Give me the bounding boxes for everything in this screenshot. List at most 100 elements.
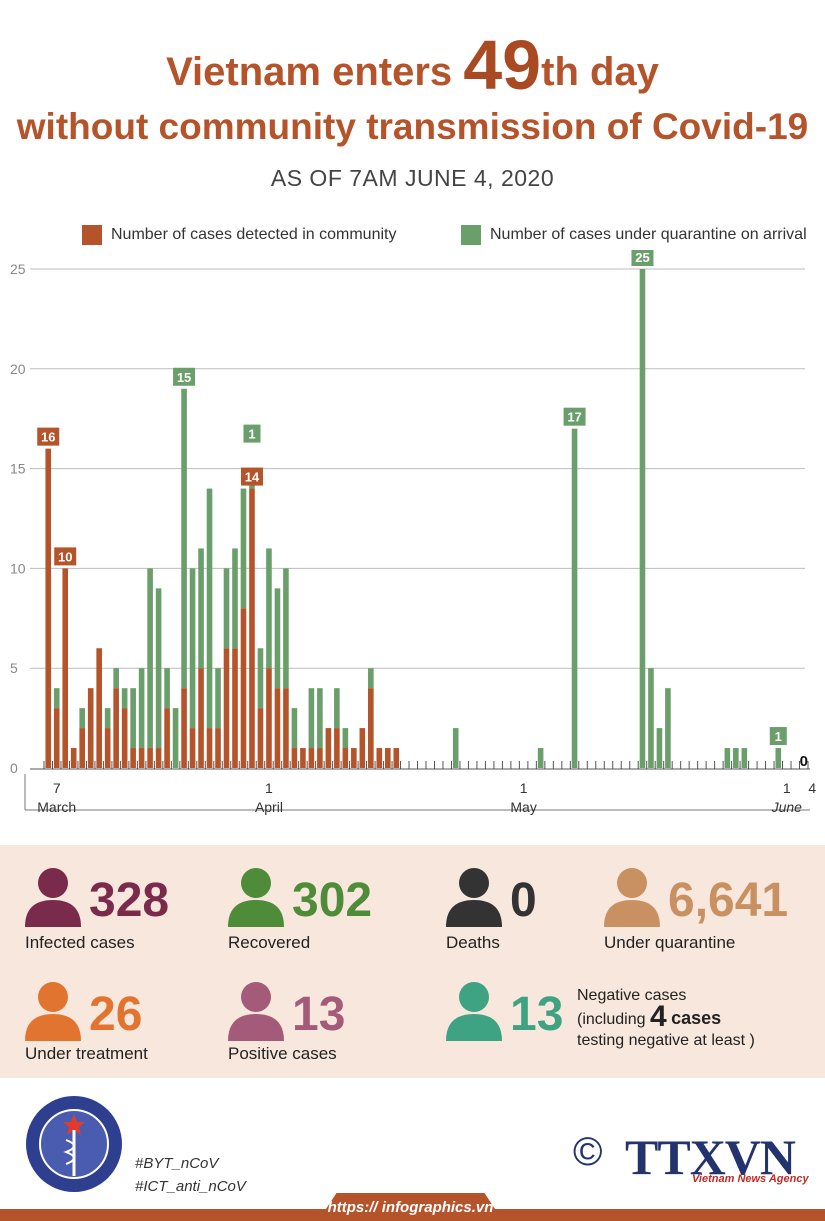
bar-community <box>232 648 238 768</box>
bar-community <box>368 688 374 768</box>
person-icon <box>446 868 502 927</box>
bar-community <box>198 668 204 768</box>
deaths-label: Deaths <box>446 933 500 952</box>
deaths-value: 0 <box>510 874 537 927</box>
x-tick-label: 1 <box>520 780 528 796</box>
bar-community <box>359 728 366 768</box>
person-icon <box>604 868 660 927</box>
person-icon <box>228 982 284 1041</box>
bar-quarantine <box>334 688 340 729</box>
bar-community <box>53 708 60 768</box>
bar-quarantine <box>223 568 230 649</box>
x-tick-label: 1 <box>783 780 791 796</box>
data-label: 10 <box>58 549 72 564</box>
person-icon <box>25 982 81 1041</box>
bar-community <box>266 668 272 768</box>
bar-quarantine <box>308 688 315 749</box>
bar-quarantine <box>571 428 578 768</box>
ministry-of-health-logo <box>26 1096 122 1192</box>
bar-community <box>249 488 255 768</box>
bar-quarantine <box>274 588 281 689</box>
data-label-box <box>631 250 654 266</box>
bar-community <box>164 708 170 768</box>
copyright-icon: © <box>573 1130 603 1174</box>
bar-community <box>189 728 196 768</box>
bar-community <box>385 748 391 768</box>
bar-community <box>87 688 94 768</box>
x-tick-label: 4 <box>808 780 816 796</box>
bar-community <box>291 748 298 768</box>
bar-quarantine <box>452 728 459 768</box>
title-line2: without community transmission of Covid-… <box>16 106 809 147</box>
x-tick-label: 7 <box>53 780 61 796</box>
data-label-box <box>243 424 261 443</box>
footer: #BYT_nCoV #ICT_anti_nCoV © TTXVN Vietnam… <box>0 1078 825 1221</box>
bar-quarantine <box>181 388 187 689</box>
bar-community <box>130 748 136 768</box>
data-label-box <box>563 407 586 426</box>
bar-quarantine <box>656 728 663 768</box>
x-month-label: May <box>510 799 536 815</box>
bar-community <box>308 748 315 768</box>
bar-quarantine <box>104 708 111 729</box>
x-month-label: March <box>37 799 76 815</box>
recovered-label: Recovered <box>228 933 311 952</box>
legend-community-label: Number of cases detected in community <box>111 226 397 243</box>
negative-line3: testing negative at least ) <box>577 1032 755 1049</box>
data-label: 1 <box>775 729 782 744</box>
stats-panel: 328 Infected cases 302 Recovered 0 Death… <box>0 845 825 1078</box>
title-block: Vietnam enters 49th day without communit… <box>0 30 825 148</box>
title-day-number: 49 <box>463 26 542 104</box>
bar-quarantine <box>79 708 85 729</box>
bar-community <box>121 708 128 768</box>
bar-quarantine <box>198 548 204 669</box>
bar-quarantine <box>317 688 323 749</box>
ttxvn-logo: TTXVN <box>625 1129 796 1185</box>
negative-line2: (including 4 cases <box>577 1002 755 1032</box>
legend-quarantine-swatch <box>461 225 481 245</box>
bar-community <box>317 748 323 768</box>
data-label: 15 <box>177 370 191 385</box>
data-label: 25 <box>635 250 649 265</box>
bar-quarantine <box>775 748 782 768</box>
bar-community <box>79 728 85 768</box>
bar-quarantine <box>164 668 170 709</box>
negative-line1: Negative cases <box>577 987 687 1004</box>
positive-label: Positive cases <box>228 1044 337 1063</box>
bar-community <box>351 748 357 768</box>
negative-cases-word: cases <box>671 1008 722 1028</box>
bar-community <box>45 448 52 768</box>
bar-quarantine <box>342 728 349 749</box>
bar-quarantine <box>130 688 136 749</box>
x-month-label: April <box>255 799 283 815</box>
quarantine-value: 6,641 <box>668 874 789 927</box>
bar-community <box>325 728 332 768</box>
bar-quarantine <box>665 688 671 768</box>
bar-community <box>96 648 102 768</box>
bar-community <box>393 748 400 768</box>
y-tick-label: 5 <box>10 660 18 676</box>
negative-line2-pre: (including <box>577 1011 650 1028</box>
bar-quarantine <box>724 748 731 768</box>
title-line1: Vietnam enters 49th day <box>0 30 825 100</box>
infographics-url[interactable]: https:// infographics.vn <box>318 1193 503 1221</box>
person-icon <box>228 868 284 927</box>
bar-quarantine <box>240 488 247 609</box>
bar-community <box>240 608 247 768</box>
treatment-label: Under treatment <box>25 1044 148 1063</box>
treatment-value: 26 <box>89 988 143 1041</box>
data-label: 1 <box>248 427 255 442</box>
agency-subtitle: Vietnam News Agency <box>692 1173 809 1185</box>
negative-big-number: 4 <box>649 1000 667 1033</box>
data-label-box <box>240 467 263 486</box>
bar-quarantine <box>283 568 289 689</box>
bar-community <box>147 748 153 768</box>
bar-quarantine <box>138 668 145 749</box>
subtitle: AS OF 7AM JUNE 4, 2020 <box>270 165 555 191</box>
x-month-label: June <box>771 799 803 815</box>
person-icon <box>25 868 81 927</box>
y-tick-label: 20 <box>10 361 26 377</box>
bar-quarantine <box>733 748 739 768</box>
legend-community-swatch <box>82 225 102 245</box>
